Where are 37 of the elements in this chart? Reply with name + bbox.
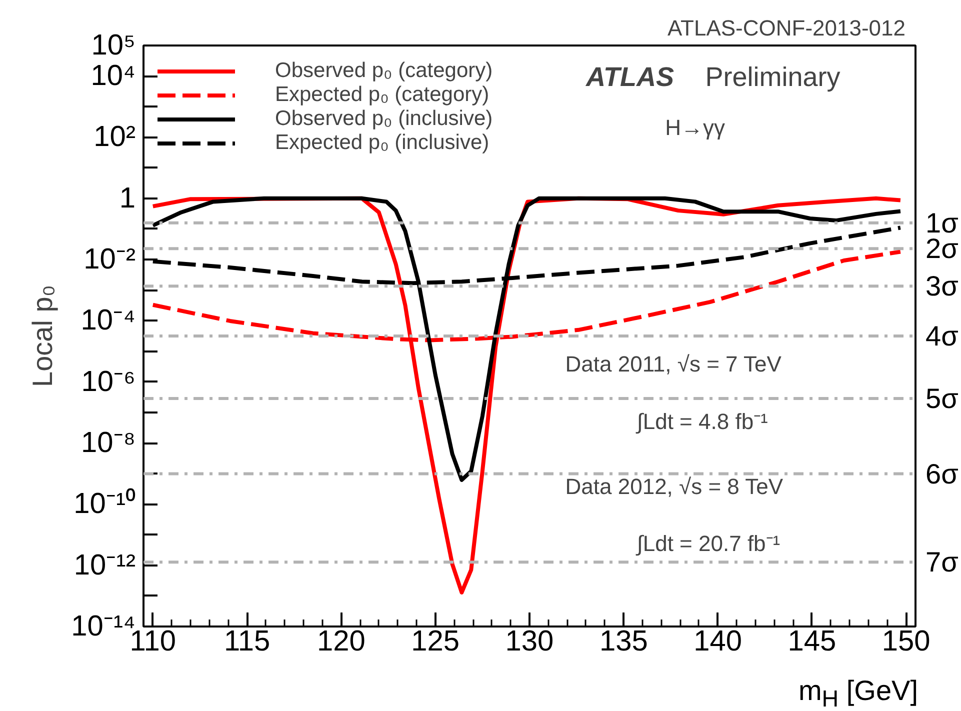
legend-label: Observed p₀ (inclusive) <box>275 107 493 131</box>
annotation: H→γγ <box>665 115 725 140</box>
y-tick-label: 10² <box>94 121 136 154</box>
y-tick-label: 10⁴ <box>90 60 136 92</box>
y-tick-label: 10⁻⁸ <box>81 427 136 460</box>
y-tick-label: 10⁻² <box>84 244 136 276</box>
ref-line-label: 4σ <box>926 320 958 352</box>
x-tick-label: 130 <box>505 626 554 658</box>
x-tick-label: 125 <box>411 626 460 658</box>
y-tick-label: 10⁵ <box>91 30 136 62</box>
annotation: Data 2011, √s = 7 TeV <box>565 351 782 376</box>
x-tick-label: 120 <box>317 626 366 658</box>
y-tick-label: 10⁻¹² <box>74 549 136 582</box>
x-tick-label: 135 <box>599 626 648 658</box>
annotation: ∫Ldt = 4.8 fb⁻¹ <box>634 408 768 434</box>
ref-line-label: 6σ <box>926 458 958 490</box>
x-tick-label: 145 <box>788 626 836 658</box>
ref-line-label: 5σ <box>926 382 958 414</box>
legend-label: Observed p₀ (category) <box>275 59 493 83</box>
y-tick-label: 10⁻¹⁴ <box>71 610 136 642</box>
text: ATLAS-CONF-2013-012 <box>667 16 906 40</box>
x-tick-label: 140 <box>694 626 742 658</box>
x-tick-label: 150 <box>882 626 930 658</box>
legend-label: Expected p₀ (category) <box>275 83 490 107</box>
y-tick-label: 10⁻¹⁰ <box>74 488 136 520</box>
y-tick-label: 1 <box>119 182 136 214</box>
y-tick-label: 10⁻⁶ <box>81 366 136 398</box>
annotation: ATLAS Preliminary <box>584 62 841 92</box>
annotation: ∫Ldt = 20.7 fb⁻¹ <box>634 531 780 556</box>
x-axis-title: m$_{H}$ [GeV] <box>798 674 918 711</box>
annotation: Data 2012, √s = 8 TeV <box>565 474 784 499</box>
ref-line-label: 3σ <box>926 270 958 302</box>
legend-label: Expected p₀ (inclusive) <box>275 131 490 155</box>
x-tick-label: 115 <box>224 626 270 658</box>
ref-line-label: 7σ <box>926 546 958 578</box>
y-tick-label: 10⁻⁴ <box>80 304 136 337</box>
y-axis-title: Local p₀ <box>27 285 58 387</box>
